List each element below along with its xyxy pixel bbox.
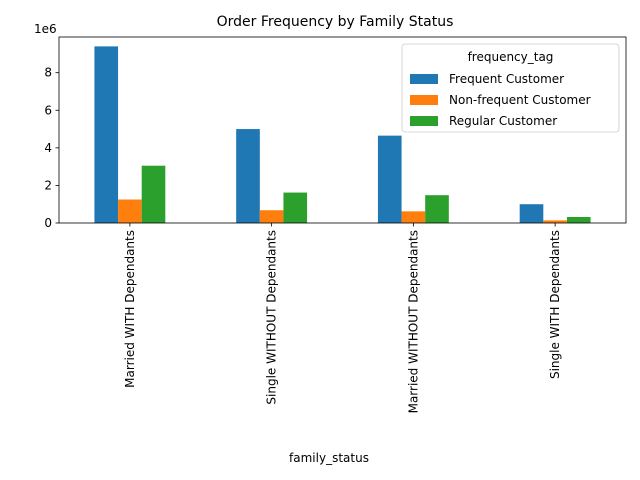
x-axis-label: family_status xyxy=(289,451,369,465)
y-tick-label: 8 xyxy=(44,66,52,80)
y-tick-label: 4 xyxy=(44,141,52,155)
bar xyxy=(118,199,142,223)
legend-swatch xyxy=(410,95,438,105)
bar xyxy=(519,204,544,223)
legend-label: Non-frequent Customer xyxy=(449,93,591,107)
y-tick-label: 6 xyxy=(44,103,52,117)
legend-swatch xyxy=(410,74,438,84)
bar xyxy=(283,192,308,223)
bar xyxy=(141,165,166,223)
plot-area: 0 2 4 6 8 Married WITH Dependants Single WITHO… xyxy=(44,36,627,413)
y-tick-label: 0 xyxy=(44,216,52,230)
bar xyxy=(543,220,567,223)
legend-frame xyxy=(401,43,620,133)
bar xyxy=(259,210,284,223)
bar xyxy=(94,46,119,223)
legend-title: frequency_tag xyxy=(468,50,554,64)
legend: frequency_tag Frequent Customer Non-freque… xyxy=(401,43,620,133)
x-tick-label: Single WITHOUT Dependants xyxy=(265,230,279,405)
chart-title: Order Frequency by Family Status xyxy=(217,14,454,30)
y-offset-label: 1e6 xyxy=(34,22,57,36)
y-tick-label: 2 xyxy=(44,178,52,192)
x-tick-label: Married WITHOUT Dependants xyxy=(406,230,420,413)
bar xyxy=(236,129,260,223)
legend-label: Regular Customer xyxy=(449,114,557,128)
legend-swatch xyxy=(410,116,438,126)
bar xyxy=(401,211,426,223)
x-tick-label: Single WITH Dependants xyxy=(548,230,562,379)
bar xyxy=(566,216,591,223)
legend-label: Frequent Customer xyxy=(449,72,564,86)
bar xyxy=(377,135,402,223)
plot-frame xyxy=(58,36,627,224)
x-tick-label: Married WITH Dependants xyxy=(123,230,137,388)
bar xyxy=(425,195,449,223)
